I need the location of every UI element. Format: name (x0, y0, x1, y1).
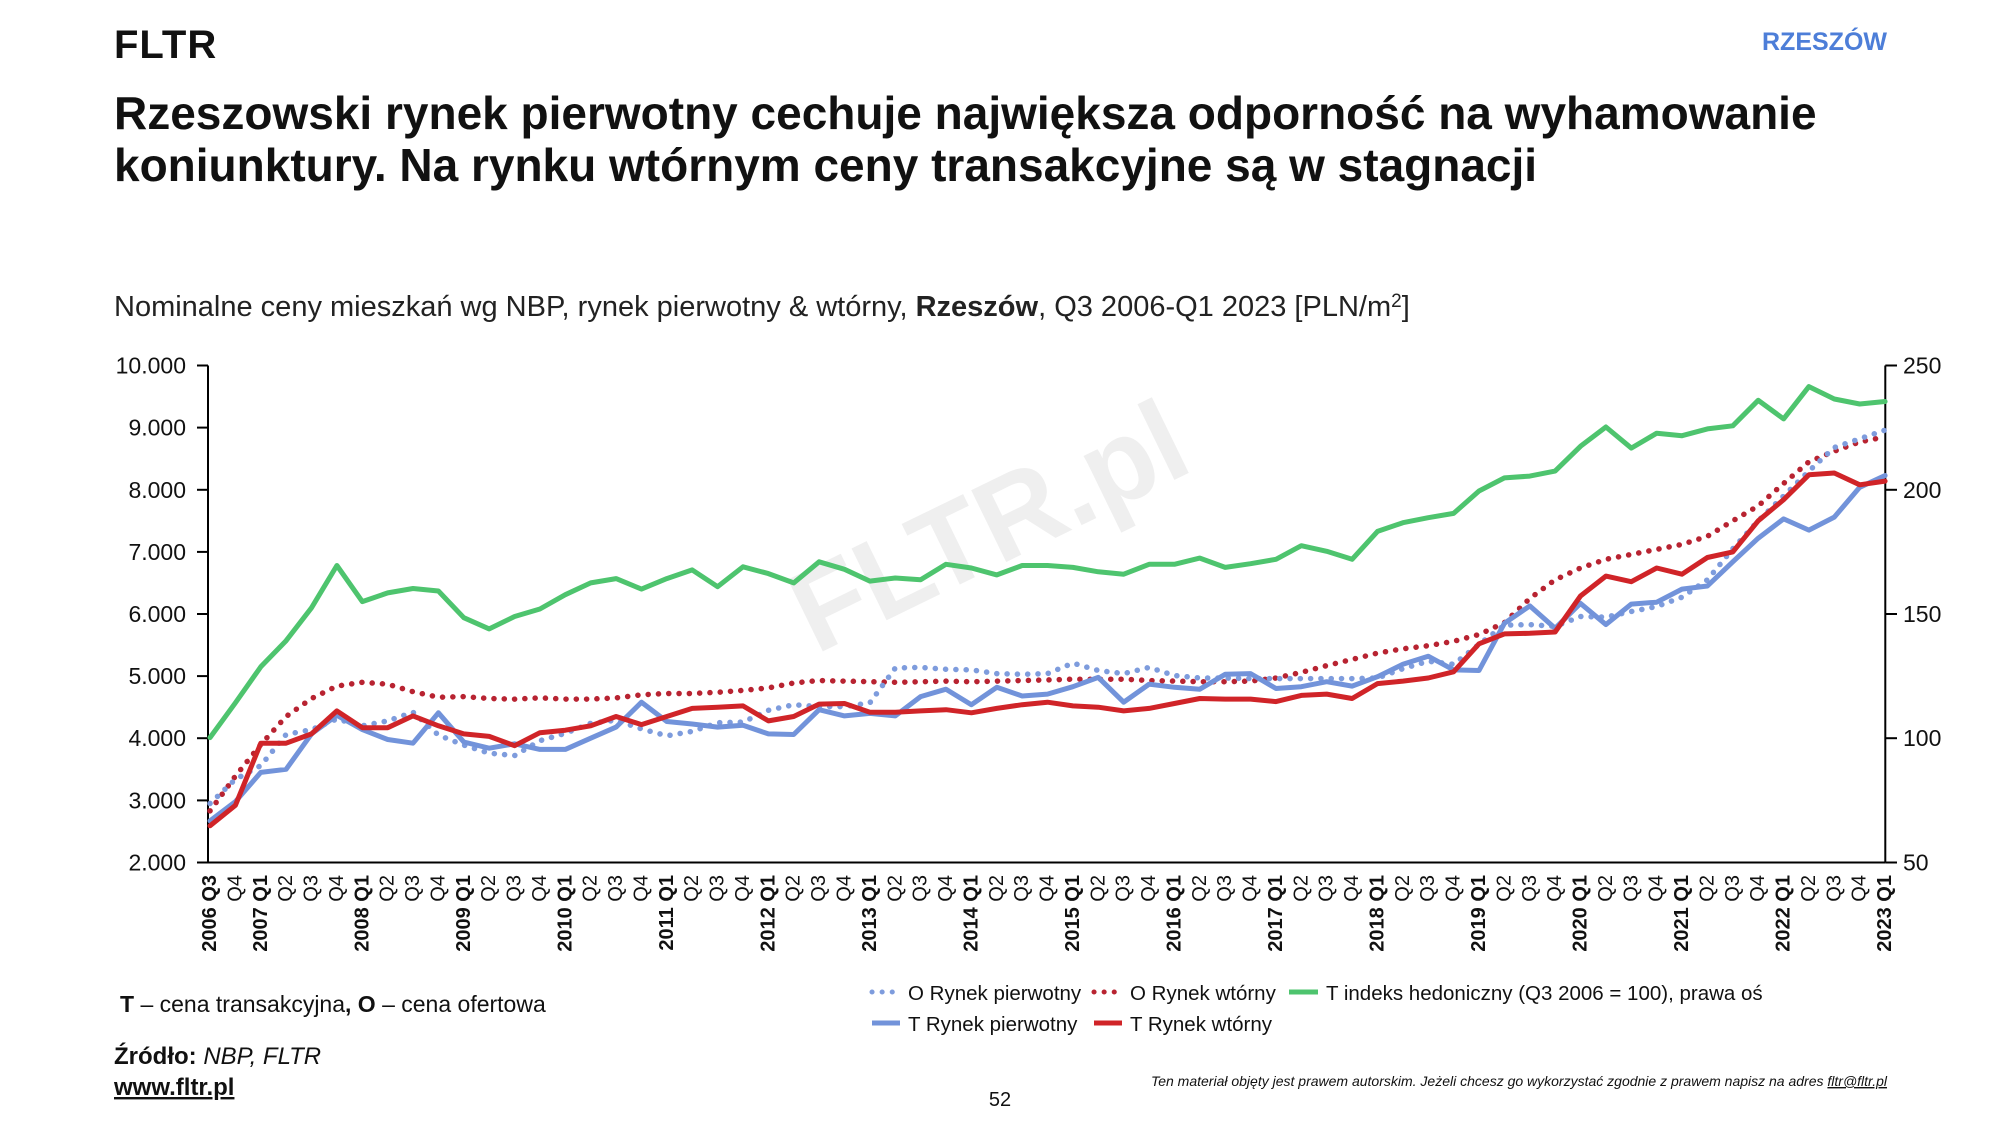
svg-text:Q2: Q2 (1087, 875, 1109, 902)
svg-text:Q4: Q4 (1341, 875, 1363, 902)
svg-text:Q2: Q2 (884, 875, 906, 902)
svg-text:Ten materiał objęty jest prawe: Ten materiał objęty jest prawem autorski… (1151, 1073, 1888, 1089)
svg-text:Q3: Q3 (910, 875, 932, 902)
svg-text:2006 Q3: 2006 Q3 (199, 875, 221, 952)
svg-text:2022 Q1: 2022 Q1 (1773, 875, 1795, 952)
svg-text:250: 250 (1903, 353, 1941, 379)
svg-text:2020 Q1: 2020 Q1 (1570, 875, 1592, 952)
svg-text:2014 Q1: 2014 Q1 (960, 875, 982, 952)
svg-text:9.000: 9.000 (128, 415, 186, 441)
svg-text:Q4: Q4 (834, 875, 856, 902)
svg-text:RZESZÓW: RZESZÓW (1762, 26, 1887, 56)
svg-text:6.000: 6.000 (128, 601, 186, 627)
svg-text:Q3: Q3 (1823, 875, 1845, 902)
svg-text:100: 100 (1903, 725, 1941, 751)
svg-text:Q2: Q2 (1189, 875, 1211, 902)
svg-text:O Rynek pierwotny: O Rynek pierwotny (908, 982, 1082, 1005)
svg-text:Q4: Q4 (1747, 875, 1769, 902)
svg-text:Źródło: NBP, FLTR: Źródło: NBP, FLTR (114, 1042, 321, 1070)
svg-text:Q3: Q3 (402, 875, 424, 902)
svg-text:T Rynek wtórny: T Rynek wtórny (1130, 1013, 1273, 1036)
svg-text:Q3: Q3 (504, 875, 526, 902)
svg-text:2021 Q1: 2021 Q1 (1671, 875, 1693, 952)
svg-text:2012 Q1: 2012 Q1 (757, 875, 779, 952)
svg-text:Q2: Q2 (986, 875, 1008, 902)
svg-text:8.000: 8.000 (128, 477, 186, 503)
svg-text:Q2: Q2 (377, 875, 399, 902)
svg-text:Q4: Q4 (732, 875, 754, 902)
svg-text:50: 50 (1903, 850, 1929, 876)
svg-text:Q2: Q2 (1290, 875, 1312, 902)
svg-text:T Rynek pierwotny: T Rynek pierwotny (908, 1013, 1078, 1036)
svg-text:2019 Q1: 2019 Q1 (1468, 875, 1490, 952)
svg-text:7.000: 7.000 (128, 539, 186, 565)
svg-text:Q2: Q2 (1696, 875, 1718, 902)
svg-text:52: 52 (989, 1089, 1011, 1111)
svg-text:Q2: Q2 (1798, 875, 1820, 902)
svg-text:Q3: Q3 (605, 875, 627, 902)
svg-text:koniunktury. Na rynku wtórnym: koniunktury. Na rynku wtórnym ceny trans… (114, 139, 1537, 191)
svg-text:Q4: Q4 (326, 875, 348, 902)
svg-text:Q4: Q4 (1240, 875, 1262, 902)
svg-text:Q2: Q2 (275, 875, 297, 902)
svg-text:Q4: Q4 (1849, 875, 1871, 902)
svg-text:Q3: Q3 (1519, 875, 1541, 902)
svg-text:www.fltr.pl: www.fltr.pl (113, 1074, 234, 1101)
svg-text:FLTR: FLTR (114, 23, 217, 67)
svg-text:Q3: Q3 (1214, 875, 1236, 902)
svg-text:Q3: Q3 (1417, 875, 1439, 902)
svg-text:Q3: Q3 (1113, 875, 1135, 902)
svg-text:Q2: Q2 (681, 875, 703, 902)
svg-text:Q4: Q4 (1646, 875, 1668, 902)
svg-text:Q3: Q3 (1620, 875, 1642, 902)
svg-text:Q2: Q2 (580, 875, 602, 902)
svg-text:200: 200 (1903, 477, 1941, 503)
svg-text:Q2: Q2 (1392, 875, 1414, 902)
svg-text:2007 Q1: 2007 Q1 (250, 875, 272, 952)
svg-text:Q2: Q2 (1595, 875, 1617, 902)
svg-text:2008 Q1: 2008 Q1 (351, 875, 373, 952)
svg-text:2016 Q1: 2016 Q1 (1163, 875, 1185, 952)
svg-text:2009 Q1: 2009 Q1 (453, 875, 475, 952)
svg-text:2.000: 2.000 (128, 850, 186, 876)
svg-text:Q2: Q2 (783, 875, 805, 902)
svg-text:3.000: 3.000 (128, 787, 186, 813)
svg-text:Q4: Q4 (631, 875, 653, 902)
svg-text:Q4: Q4 (529, 875, 551, 902)
svg-text:T indeks hedoniczny (Q3 2006 =: T indeks hedoniczny (Q3 2006 = 100), pra… (1326, 982, 1763, 1005)
svg-text:Q4: Q4 (1138, 875, 1160, 902)
svg-text:Rzeszowski rynek pierwotny cec: Rzeszowski rynek pierwotny cechuje najwi… (114, 87, 1817, 139)
svg-text:Q4: Q4 (427, 875, 449, 902)
svg-text:2010 Q1: 2010 Q1 (554, 875, 576, 952)
svg-text:Q4: Q4 (1443, 875, 1465, 902)
svg-text:Q4: Q4 (1544, 875, 1566, 902)
svg-text:150: 150 (1903, 601, 1941, 627)
svg-text:O Rynek wtórny: O Rynek wtórny (1130, 982, 1277, 1005)
svg-text:2023 Q1: 2023 Q1 (1874, 875, 1896, 952)
svg-text:Q3: Q3 (1011, 875, 1033, 902)
svg-text:2015 Q1: 2015 Q1 (1062, 875, 1084, 952)
svg-text:2013 Q1: 2013 Q1 (859, 875, 881, 952)
svg-text:Q3: Q3 (808, 875, 830, 902)
svg-text:Q4: Q4 (1037, 875, 1059, 902)
svg-text:Q4: Q4 (935, 875, 957, 902)
svg-text:2017 Q1: 2017 Q1 (1265, 875, 1287, 952)
svg-text:5.000: 5.000 (128, 663, 186, 689)
svg-text:T – cena transakcyjna, O – cen: T – cena transakcyjna, O – cena ofertowa (120, 991, 546, 1017)
svg-text:Q2: Q2 (478, 875, 500, 902)
svg-text:2018 Q1: 2018 Q1 (1367, 875, 1389, 952)
svg-text:Q3: Q3 (707, 875, 729, 902)
svg-text:2011 Q1: 2011 Q1 (656, 875, 678, 951)
svg-text:Q3: Q3 (301, 875, 323, 902)
svg-text:Q2: Q2 (1493, 875, 1515, 902)
svg-text:Q3: Q3 (1722, 875, 1744, 902)
svg-text:Q3: Q3 (1316, 875, 1338, 902)
svg-text:4.000: 4.000 (128, 725, 186, 751)
svg-text:Q4: Q4 (224, 875, 246, 902)
svg-text:Nominalne ceny mieszkań wg NBP: Nominalne ceny mieszkań wg NBP, rynek pi… (114, 291, 1410, 323)
svg-text:10.000: 10.000 (116, 353, 186, 379)
